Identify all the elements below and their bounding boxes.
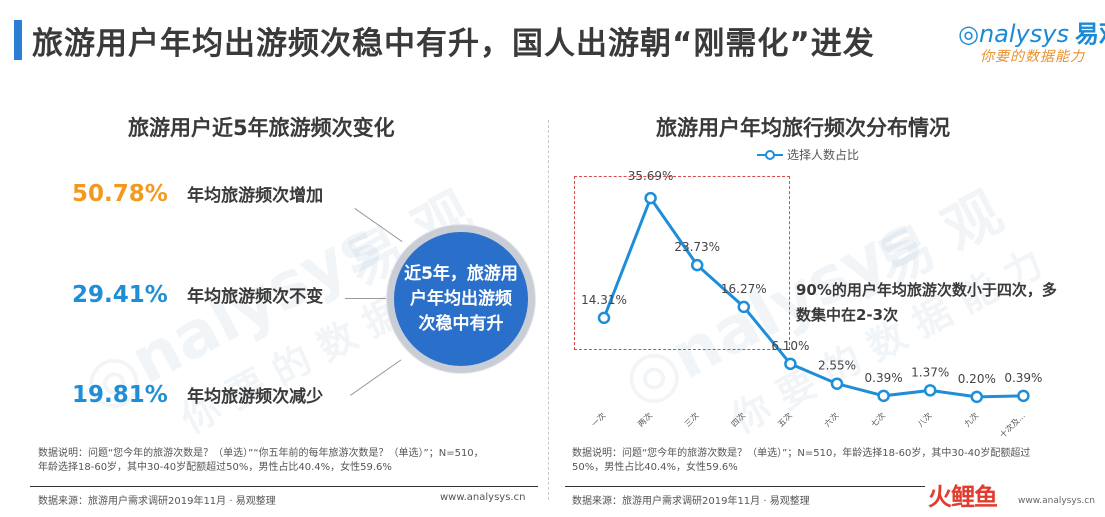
logo-tagline: 你要的数据能力 bbox=[980, 49, 1085, 65]
corner-url: www.analysys.cn bbox=[1018, 496, 1095, 506]
connector-line bbox=[345, 298, 387, 299]
right-data-source: 数据来源：旅游用户需求调研2019年11月 · 易观整理 bbox=[572, 496, 810, 507]
x-tick-label: 八次 bbox=[915, 410, 933, 428]
data-point bbox=[644, 191, 657, 205]
logo-cn: 易观 bbox=[1074, 20, 1105, 48]
stat-label: 年均旅游频次减少 bbox=[187, 387, 324, 407]
data-point bbox=[877, 389, 890, 403]
x-tick-label: 四次 bbox=[729, 410, 747, 428]
stat-value: 19.81% bbox=[72, 382, 168, 408]
corner-logo: 火鲤鱼 bbox=[928, 483, 998, 511]
stat-value: 50.78% bbox=[72, 181, 168, 207]
x-tick-label: 六次 bbox=[822, 410, 840, 428]
data-point bbox=[737, 300, 751, 314]
data-label: 0.39% bbox=[1004, 371, 1042, 385]
stat-increase: 50.78% 年均旅游频次增加 bbox=[72, 181, 323, 207]
x-tick-label: 三次 bbox=[682, 410, 700, 428]
data-point bbox=[597, 311, 611, 325]
page-title: 旅游用户年均出游频次稳中有升，国人出游朝“刚需化”进发 bbox=[32, 26, 875, 62]
stat-label: 年均旅游频次增加 bbox=[187, 186, 324, 206]
chart-legend: 选择人数占比 bbox=[757, 146, 859, 163]
left-url: www.analysys.cn bbox=[440, 492, 526, 503]
left-bottom-rule bbox=[30, 486, 538, 487]
series-line bbox=[602, 196, 1024, 399]
legend-line-marker bbox=[757, 149, 783, 161]
summary-circle-text: 近5年，旅游用户年均出游频次稳中有升 bbox=[404, 264, 518, 334]
data-point bbox=[784, 357, 797, 371]
data-point bbox=[830, 377, 844, 390]
data-point bbox=[970, 390, 984, 404]
data-label: 0.39% bbox=[865, 371, 903, 385]
summary-circle: 近5年，旅游用户年均出游频次稳中有升 bbox=[387, 225, 535, 373]
left-panel-title: 旅游用户近5年旅游频次变化 bbox=[128, 116, 395, 140]
stat-unchanged: 29.41% 年均旅游频次不变 bbox=[72, 282, 323, 308]
x-tick-label: 十次及... bbox=[997, 410, 1026, 439]
x-tick-label: 九次 bbox=[962, 410, 980, 428]
data-point bbox=[923, 384, 937, 397]
x-tick-label: 一次 bbox=[589, 410, 607, 428]
x-tick-label: 两次 bbox=[636, 410, 654, 428]
left-data-source: 数据来源：旅游用户需求调研2019年11月 · 易观整理 bbox=[38, 496, 276, 507]
logo-text: nalysys bbox=[978, 20, 1069, 48]
data-label: 14.31% bbox=[581, 293, 627, 307]
title-accent-bar bbox=[14, 20, 22, 60]
right-bottom-rule bbox=[565, 486, 925, 487]
data-label: 0.20% bbox=[958, 372, 996, 386]
stat-label: 年均旅游频次不变 bbox=[187, 287, 324, 307]
right-data-note: 数据说明：问题“您今年的旅游次数是？（单选）”；N=510，年龄选择18-60岁… bbox=[572, 448, 1031, 473]
left-data-note: 数据说明：问题“您今年的旅游次数是？（单选）”“你五年前的每年旅游次数是？（单选… bbox=[38, 448, 484, 473]
stat-value: 29.41% bbox=[72, 282, 168, 308]
data-point bbox=[690, 258, 704, 272]
legend-label: 选择人数占比 bbox=[787, 148, 860, 162]
chart-annotation: 90%的用户年均旅游次数小于四次，多数集中在2-3次 bbox=[796, 281, 1057, 324]
right-panel-title: 旅游用户年均旅行频次分布情况 bbox=[656, 116, 950, 140]
x-tick-label: 五次 bbox=[775, 410, 793, 428]
data-label: 16.27% bbox=[721, 282, 767, 296]
panel-divider bbox=[548, 120, 549, 500]
x-tick-label: 七次 bbox=[869, 410, 887, 428]
data-label: 23.73% bbox=[674, 240, 720, 254]
data-label: 35.69% bbox=[628, 169, 674, 183]
data-label: 1.37% bbox=[911, 365, 949, 379]
highlight-box bbox=[574, 176, 790, 350]
logo-mark-icon: ◎ bbox=[958, 20, 979, 48]
data-label: 2.55% bbox=[818, 359, 856, 373]
stat-decrease: 19.81% 年均旅游频次减少 bbox=[72, 382, 323, 408]
data-point bbox=[1017, 389, 1030, 403]
data-label: 6.10% bbox=[771, 339, 809, 353]
